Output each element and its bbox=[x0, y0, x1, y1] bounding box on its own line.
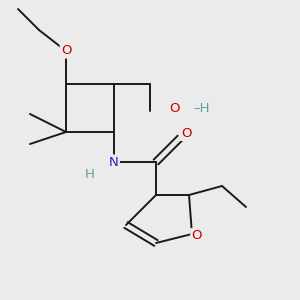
Text: O: O bbox=[169, 101, 179, 115]
Text: H: H bbox=[85, 167, 95, 181]
Text: –H: –H bbox=[194, 101, 210, 115]
Text: O: O bbox=[61, 44, 71, 58]
Text: O: O bbox=[191, 229, 202, 242]
Text: N: N bbox=[109, 155, 119, 169]
Text: O: O bbox=[181, 127, 191, 140]
